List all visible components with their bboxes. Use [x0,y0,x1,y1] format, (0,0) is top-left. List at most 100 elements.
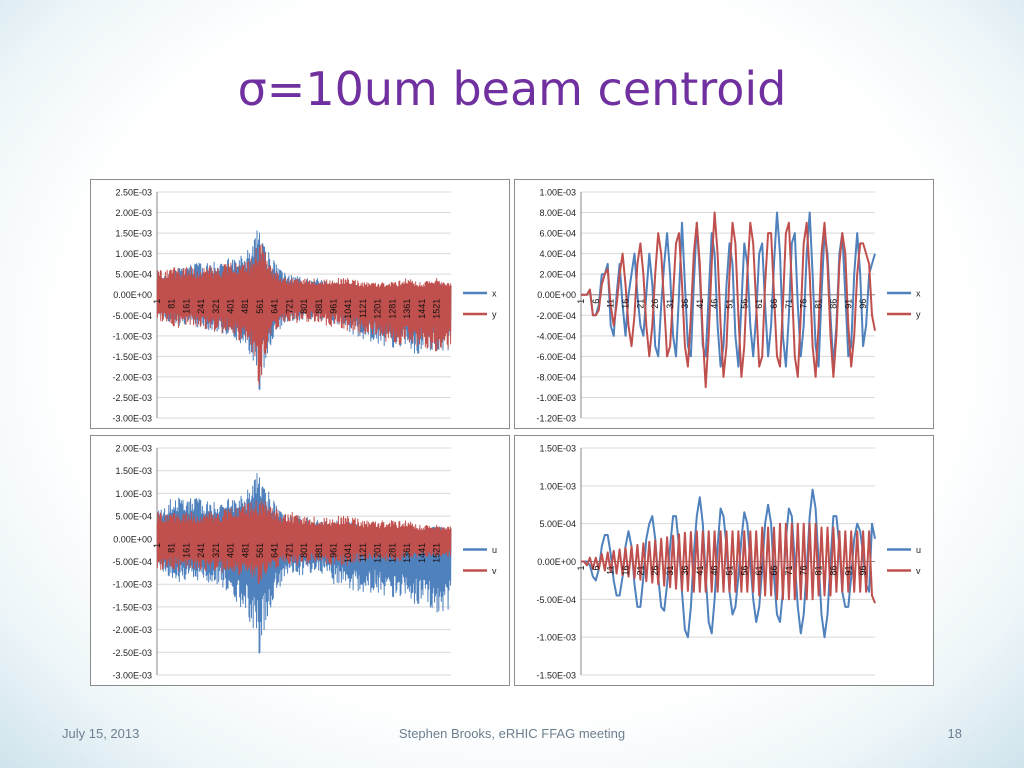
x-tick-label: 481 [240,299,250,314]
x-tick-label: 96 [858,566,868,576]
x-tick-label: 56 [739,299,749,309]
y-tick-label: -6.00E-04 [536,352,576,362]
x-tick-label: 161 [181,543,191,558]
x-tick-label: 66 [769,299,779,309]
x-tick-label: 81 [814,566,824,576]
y-tick-label: -1.00E-03 [112,331,152,341]
x-tick-label: 41 [695,566,705,576]
x-tick-label: 26 [650,299,660,309]
x-tick-label: 91 [843,299,853,309]
x-tick-label: 41 [695,299,705,309]
y-tick-label: 8.00E-04 [539,208,576,218]
y-tick-label: 1.00E-03 [115,249,152,259]
x-tick-label: 801 [299,299,309,314]
y-tick-label: 0.00E+00 [113,290,152,300]
y-tick-label: -1.50E-03 [112,602,152,612]
x-tick-label: 81 [814,299,824,309]
legend-label-u: u [916,545,921,555]
x-tick-label: 1361 [402,543,412,563]
chart-panel-1: 2.50E-03 2.00E-03 1.50E-03 1.00E-03 5.00E-04… [90,179,510,429]
footer-date: July 15, 2013 [62,726,140,741]
series-line-y [156,244,452,386]
x-tick-label: 51 [724,566,734,576]
y-tick-label: -2.50E-03 [112,648,152,658]
y-tick-label: 0.00E+00 [113,534,152,544]
y-tick-label: 1.50E-03 [539,444,576,454]
y-tick-label: 5.00E-04 [115,270,152,280]
x-tick-label: 561 [255,299,265,314]
x-tick-label: 71 [784,299,794,309]
x-tick-label: 881 [314,299,324,314]
x-tick-label: 51 [724,299,734,309]
legend-label-v: v [916,566,921,576]
x-tick-label: 36 [680,299,690,309]
y-tick-label: 2.00E-03 [115,208,152,218]
x-tick-label: 91 [843,566,853,576]
x-tick-label: 31 [665,299,675,309]
x-tick-label: 1441 [417,543,427,563]
y-tick-label: -5.00E-04 [112,557,152,567]
y-tick-label: 1.00E-03 [539,188,576,198]
x-tick-label: 1361 [402,299,412,319]
x-tick-label: 46 [710,299,720,309]
slide-title: σ=10um beam centroid [237,62,787,116]
legend-label-u: u [492,545,497,555]
x-tick-label: 21 [635,566,645,576]
x-tick-label: 1281 [387,543,397,563]
x-tick-label: 721 [284,299,294,314]
x-tick-label: 16 [621,299,631,309]
x-tick-label: 26 [650,566,660,576]
y-tick-label: 5.00E-04 [539,519,576,529]
x-tick-label: 71 [784,566,794,576]
x-tick-label: 61 [754,566,764,576]
chart-svg-4: 1.50E-03 1.00E-03 5.00E-04 0.00E+00 -5.00E-0… [536,444,921,681]
x-tick-label: 561 [255,543,265,558]
x-tick-label: 61 [754,299,764,309]
y-tick-label: -8.00E-04 [536,372,576,382]
y-tick-label: -1.20E-03 [536,414,576,424]
y-tick-label: 6.00E-04 [539,229,576,239]
x-tick-label: 21 [635,299,645,309]
legend-label-v: v [492,566,497,576]
x-tick-label: 1 [576,299,586,304]
x-tick-label: 1041 [343,299,353,319]
y-tick-label: 1.00E-03 [539,481,576,491]
x-tick-label: 1121 [358,299,368,318]
y-tick-label: 0.00E+00 [537,557,576,567]
y-tick-label: 1.50E-03 [115,466,152,476]
x-tick-label: 321 [211,299,221,314]
x-tick-label: 96 [858,299,868,309]
y-tick-label: -3.00E-03 [112,671,152,681]
x-tick-label: 86 [828,566,838,576]
series-line-v [156,500,452,584]
y-tick-label: 2.00E-03 [115,444,152,454]
x-tick-label: 1521 [431,543,441,563]
x-tick-label: 881 [314,543,324,558]
x-tick-label: 961 [329,299,339,314]
legend-label-x: x [492,289,497,299]
x-tick-label: 1041 [343,543,353,563]
series-line-y [581,211,876,389]
x-tick-label: 56 [739,566,749,576]
chart-svg-1: 2.50E-03 2.00E-03 1.50E-03 1.00E-03 5.00E-04… [112,188,497,424]
y-tick-label: 1.50E-03 [115,229,152,239]
legend-label-y: y [916,310,921,320]
y-tick-label: 2.00E-04 [539,270,576,280]
y-tick-label: -3.00E-03 [112,414,152,424]
x-tick-label: 86 [828,299,838,309]
y-tick-label: -1.50E-03 [112,352,152,362]
x-tick-label: 1281 [387,299,397,319]
y-tick-label: -1.00E-03 [112,580,152,590]
x-tick-label: 161 [181,299,191,314]
x-tick-label: 1521 [431,299,441,319]
y-tick-label: -4.00E-04 [536,331,576,341]
x-tick-label: 76 [799,299,809,309]
page-number: 18 [947,726,962,741]
y-tick-label: 5.00E-04 [115,512,152,522]
x-tick-label: 1 [152,543,162,548]
x-tick-label: 401 [226,543,236,558]
x-tick-label: 1 [152,299,162,304]
y-tick-label: -2.50E-03 [112,393,152,403]
y-tick-label: 1.00E-03 [115,489,152,499]
chart-panel-3: 2.00E-03 1.50E-03 1.00E-03 5.00E-04 0.00E+00… [90,435,510,686]
